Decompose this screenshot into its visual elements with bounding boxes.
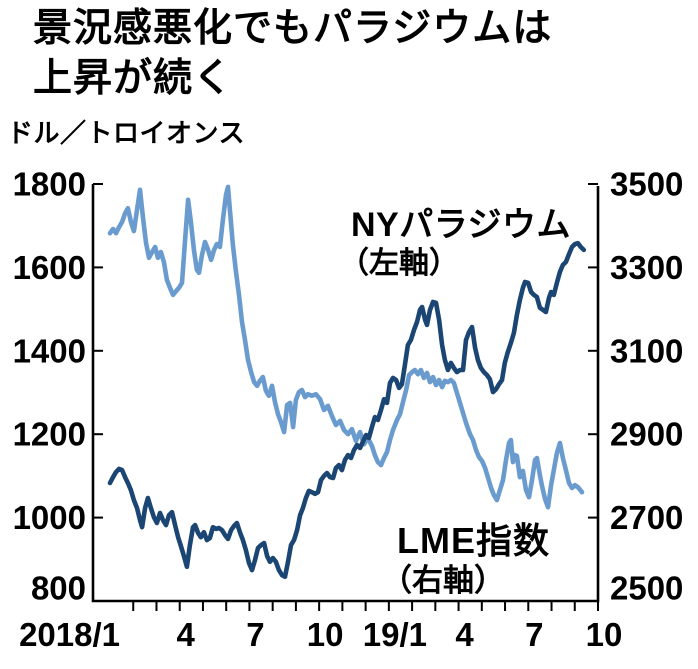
axis-frame [91,184,600,603]
right-axis-tick-label: 3100 [610,332,683,369]
left-axis-tick-label: 1800 [13,166,86,203]
series-sublabel-right-axis: （右軸） [381,563,505,598]
series-line-lme-index [107,184,585,510]
left-axis-tick-label: 1200 [13,416,86,453]
x-axis-tick-label: 19/1 [363,616,427,653]
series-sublabel-left-axis: （左軸） [339,247,459,280]
series-label-lme-index: LME指数 [397,520,550,561]
x-axis-tick-label: 7 [246,616,264,653]
left-axis-tick-label: 1000 [13,499,86,536]
right-axis-tick-label: 2900 [610,416,683,453]
left-axis-tick-label: 1600 [13,249,86,286]
x-axis-tick-label: 4 [455,616,474,653]
right-axis-tick-label: 2500 [610,570,683,607]
left-axis-tick-label: 800 [31,570,86,607]
chart-title: 景況感悪化でもパラジウムは 上昇が続く [33,4,552,104]
left-axis-tick-label: 1400 [13,332,86,369]
chart-title-line2: 上昇が続く [33,56,234,100]
x-axis-tick-label: 10 [586,616,623,653]
series-line-ny-palladium [107,240,587,580]
x-axis-tick-label: 7 [525,616,543,653]
x-axis-tick-label: 10 [307,616,344,653]
x-axis-tick-label: 2018/1 [19,616,120,653]
right-axis-tick-label: 3300 [610,249,683,286]
right-axis-tick-label: 2700 [610,499,683,536]
unit-label: ドル／トロイオンス [7,118,245,148]
series-label-ny-palladium: NYパラジウム [351,206,572,244]
right-axis-tick-label: 3500 [610,166,683,203]
chart-title-line1: 景況感悪化でもパラジウムは [33,7,553,50]
x-axis-tick-label: 4 [177,616,196,653]
